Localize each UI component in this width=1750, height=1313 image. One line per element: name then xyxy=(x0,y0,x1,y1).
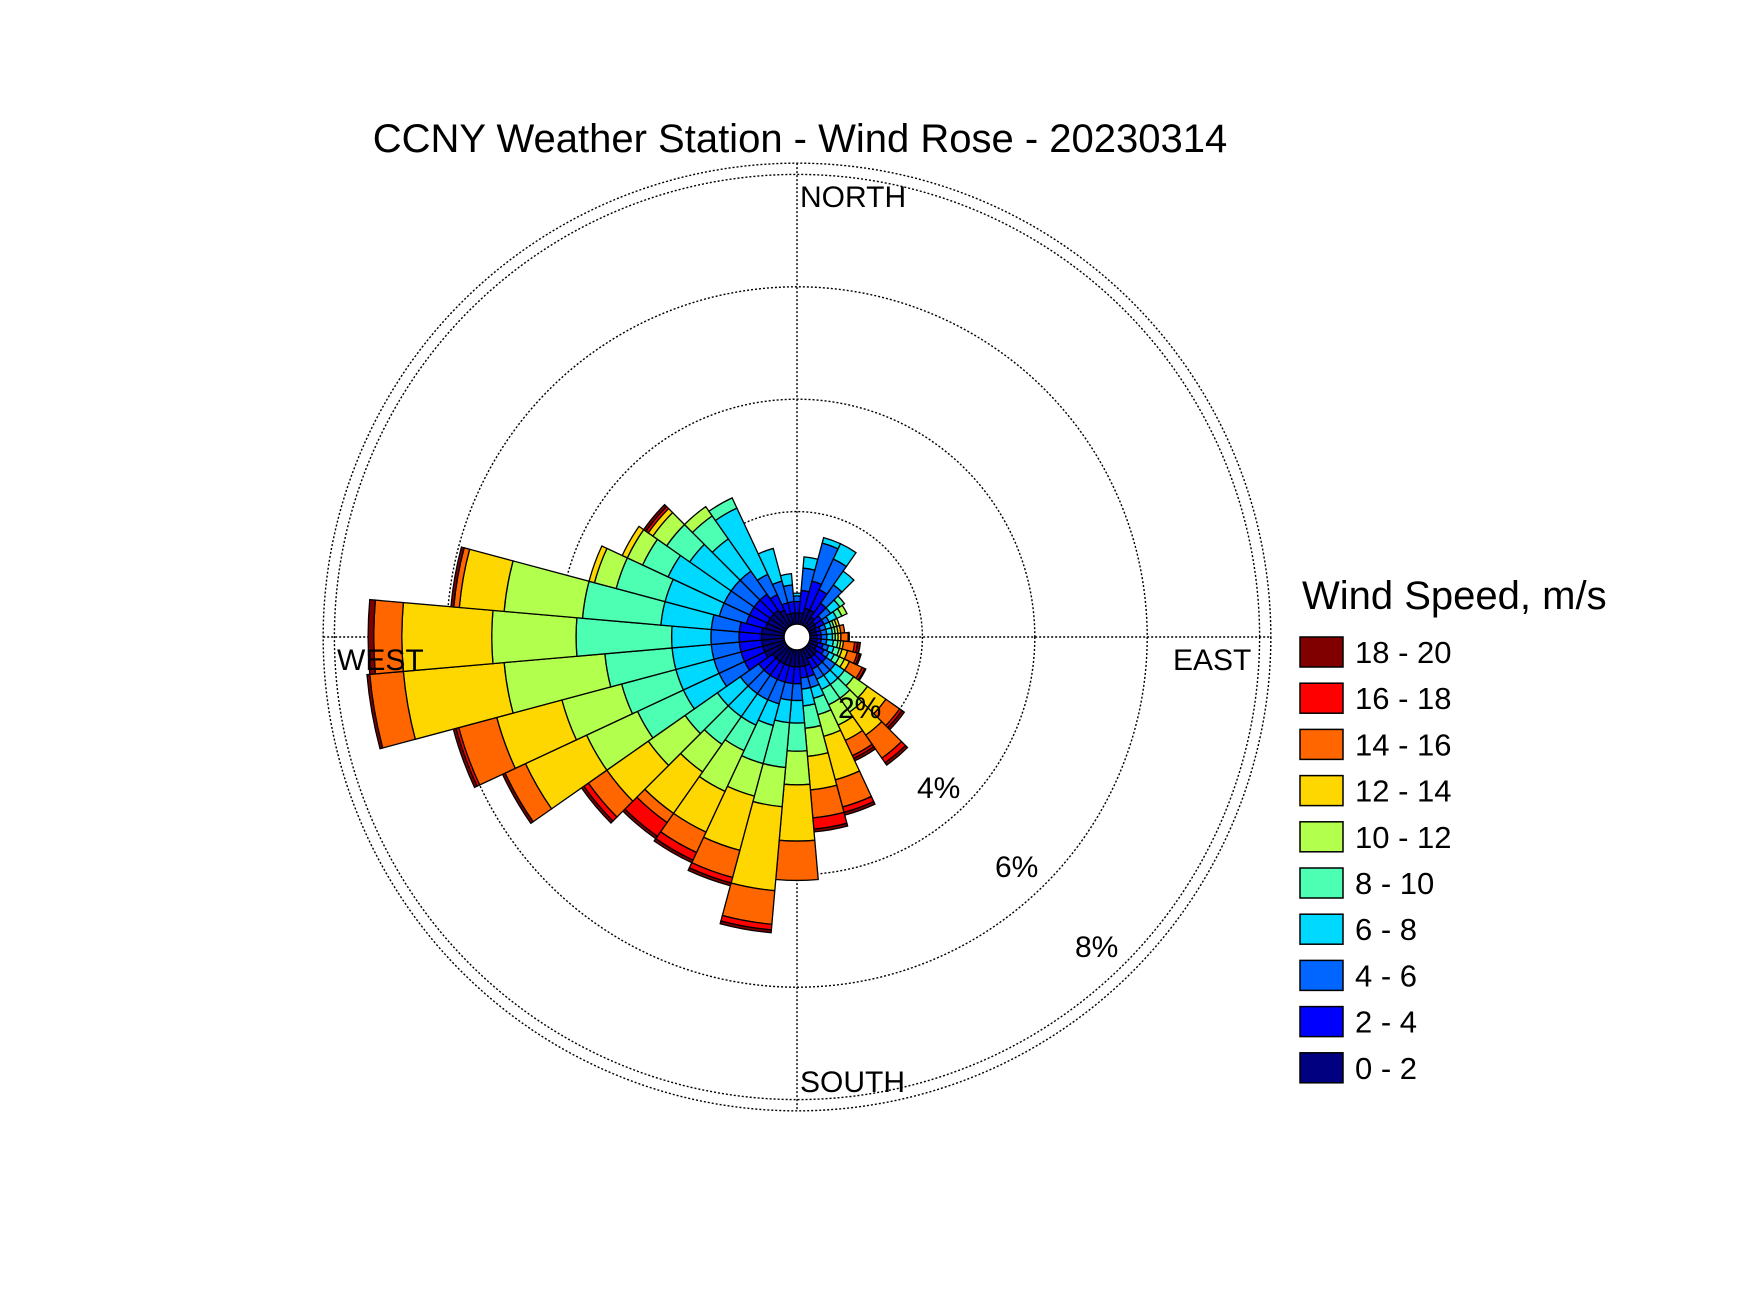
wind-sector-350-bin-3 xyxy=(779,572,794,588)
legend-swatch xyxy=(1299,682,1344,714)
wind-sector-310-bin-9 xyxy=(642,503,668,533)
wind-sector-260-bin-9 xyxy=(366,673,384,750)
wind-sector-40-bin-3 xyxy=(832,570,855,593)
legend-swatch xyxy=(1299,728,1344,761)
wind-sector-290-bin-6 xyxy=(588,545,608,584)
wind-sector-180-bin-5 xyxy=(783,750,811,786)
legend-label: 0 - 2 xyxy=(1355,1051,1417,1086)
legend-swatch xyxy=(1299,959,1344,992)
legend-label: 2 - 4 xyxy=(1355,1005,1417,1040)
legend-swatch xyxy=(1299,867,1344,899)
legend-label: 10 - 12 xyxy=(1355,820,1452,855)
wind-sector-320-bin-5 xyxy=(683,505,714,534)
wind-sector-180-bin-6 xyxy=(778,783,816,842)
legend-label: 12 - 14 xyxy=(1355,774,1452,809)
legend-swatch xyxy=(1299,821,1344,853)
legend-swatch xyxy=(1299,913,1344,945)
legend-label: 14 - 16 xyxy=(1355,727,1452,762)
legend-label: 8 - 10 xyxy=(1355,866,1434,901)
ring-label-2: 2% xyxy=(838,692,881,725)
north-label: NORTH xyxy=(800,181,906,214)
wind-sector-30-bin-3 xyxy=(832,542,857,568)
legend-label: 18 - 20 xyxy=(1355,635,1452,670)
wind-sector-90-bin-8 xyxy=(847,631,850,643)
wind-sector-90-bin-7 xyxy=(840,631,849,643)
legend-title: Wind Speed, m/s xyxy=(1302,574,1607,618)
legend-label: 6 - 8 xyxy=(1355,912,1417,947)
wind-sector-280-bin-9 xyxy=(450,546,465,608)
wind-sector-0-bin-2 xyxy=(792,595,802,603)
legend-label: 4 - 6 xyxy=(1355,958,1417,993)
legend-swatch xyxy=(1299,636,1344,668)
west-label: WEST xyxy=(337,644,424,677)
wind-sector-0-bin-3 xyxy=(792,592,802,597)
legend-swatch xyxy=(1299,1052,1344,1084)
wind-sector-330-bin-4 xyxy=(708,497,738,522)
wind-sector-140-bin-9 xyxy=(884,744,909,766)
wind-sector-180-bin-4 xyxy=(786,722,808,752)
wind-sector-210-bin-9 xyxy=(653,837,694,864)
ring-label-6: 6% xyxy=(995,851,1038,884)
legend: Wind Speed, m/s 18 - 20 16 - 18 14 - 16 12 … xyxy=(1299,574,1607,1086)
wind-sector-270-bin-9 xyxy=(367,598,377,676)
wind-sector-190-bin-9 xyxy=(719,920,773,934)
wind-sectors xyxy=(366,497,909,934)
wind-sector-60-bin-5 xyxy=(836,604,848,617)
wind-sector-200-bin-9 xyxy=(687,866,732,887)
ring-label-8: 8% xyxy=(1075,931,1118,964)
south-label: SOUTH xyxy=(800,1066,905,1099)
wind-sector-50-bin-4 xyxy=(833,595,846,608)
wind-sector-270-bin-5 xyxy=(491,609,578,665)
wind-sector-340-bin-3 xyxy=(757,547,783,586)
chart-title: CCNY Weather Station - Wind Rose - 20230… xyxy=(373,117,1228,161)
legend-label: 16 - 18 xyxy=(1355,681,1452,716)
east-label: EAST xyxy=(1173,644,1251,677)
center-hub xyxy=(783,623,811,651)
wind-sector-180-bin-7 xyxy=(775,839,819,882)
legend-swatch xyxy=(1299,1005,1344,1038)
legend-swatch xyxy=(1299,774,1344,807)
wind-sector-300-bin-6 xyxy=(621,525,645,559)
ring-label-4: 4% xyxy=(917,772,960,805)
wind-sector-80-bin-7 xyxy=(838,623,846,634)
